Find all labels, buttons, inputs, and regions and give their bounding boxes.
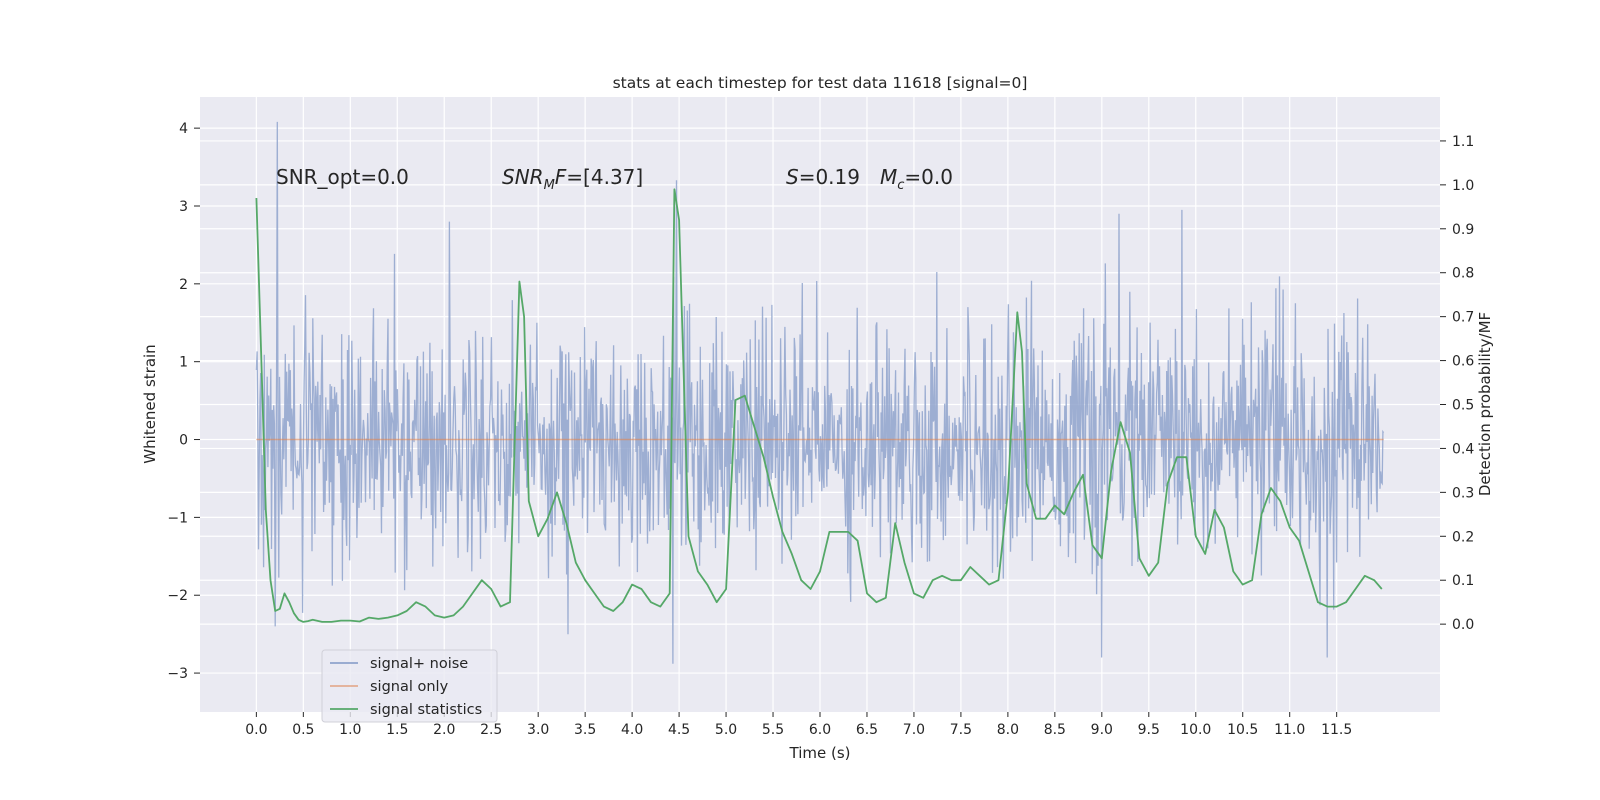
x-axis-label: Time (s) xyxy=(789,744,851,762)
y-left-tick-label: 0 xyxy=(179,433,188,449)
x-tick-label: 10.0 xyxy=(1180,722,1211,738)
y-left-tick-label: −1 xyxy=(167,510,188,526)
x-tick-label: 3.0 xyxy=(527,722,549,738)
legend: signal+ noise signal only signal statist… xyxy=(321,649,498,723)
x-tick-label: 4.0 xyxy=(621,722,643,738)
chart-title: stats at each timestep for test data 116… xyxy=(613,74,1028,92)
annotation-snr-mf: SNRMF=[4.37] xyxy=(502,165,643,193)
x-tick-label: 5.0 xyxy=(715,722,737,738)
y-axis-right-ticks: 0.0 0.1 0.2 0.3 0.4 0.5 0.6 0.7 0.8 0.9 1.0 1.1 xyxy=(1440,134,1474,633)
x-tick-label: 8.5 xyxy=(1044,722,1066,738)
x-tick-label: 2.5 xyxy=(480,722,502,738)
x-tick-label: 10.5 xyxy=(1227,722,1258,738)
y-right-tick-label: 0.3 xyxy=(1452,485,1474,501)
x-axis-ticks: 0.0 0.5 1.0 1.5 2.0 2.5 3.0 3.5 4.0 4.5 5.0 5.5 6.0 6… xyxy=(245,712,1352,738)
legend-label-signal-plus-noise: signal+ noise xyxy=(370,656,468,672)
x-tick-label: 1.0 xyxy=(339,722,361,738)
x-tick-label: 0.5 xyxy=(292,722,314,738)
y-right-tick-label: 0.5 xyxy=(1452,398,1474,414)
annotation-snr-opt: SNR_opt=0.0 xyxy=(276,165,409,189)
x-tick-label: 6.0 xyxy=(809,722,831,738)
y-axis-left-label: Whitened strain xyxy=(141,344,159,463)
x-tick-label: 9.5 xyxy=(1138,722,1160,738)
x-tick-label: 11.5 xyxy=(1321,722,1352,738)
x-tick-label: 2.0 xyxy=(433,722,455,738)
y-left-tick-label: 1 xyxy=(179,355,188,371)
y-left-tick-label: 2 xyxy=(179,277,188,293)
x-tick-label: 4.5 xyxy=(668,722,690,738)
y-right-tick-label: 1.1 xyxy=(1452,134,1474,150)
y-right-tick-label: 0.8 xyxy=(1452,266,1474,282)
annotation-mc: Mc=0.0 xyxy=(880,165,953,193)
x-tick-label: 8.0 xyxy=(997,722,1019,738)
x-tick-label: 9.0 xyxy=(1091,722,1113,738)
series-signal-statistics xyxy=(255,188,1383,623)
y-right-tick-label: 0.6 xyxy=(1452,354,1474,370)
y-axis-right-label: Detection probability/MF xyxy=(1476,312,1494,496)
y-left-tick-label: −2 xyxy=(167,588,188,604)
y-right-tick-label: 0.2 xyxy=(1452,529,1474,545)
x-tick-label: 7.5 xyxy=(950,722,972,738)
y-right-tick-label: 0.1 xyxy=(1452,573,1474,589)
y-right-tick-label: 0.4 xyxy=(1452,441,1474,457)
y-left-tick-label: 3 xyxy=(179,199,188,215)
y-right-tick-label: 0.9 xyxy=(1452,222,1474,238)
x-tick-label: 5.5 xyxy=(762,722,784,738)
series-line-signal-statistics xyxy=(255,188,1383,623)
y-left-tick-label: 4 xyxy=(179,121,188,137)
x-tick-label: 7.0 xyxy=(903,722,925,738)
x-tick-label: 1.5 xyxy=(386,722,408,738)
annotation-s: S=0.19 xyxy=(786,165,860,189)
y-right-tick-label: 0.7 xyxy=(1452,310,1474,326)
y-left-tick-label: −3 xyxy=(167,666,188,682)
y-right-tick-label: 1.0 xyxy=(1452,178,1474,194)
y-right-tick-label: 0.0 xyxy=(1452,617,1474,633)
y-axis-left-ticks: −3 −2 −1 0 1 2 3 4 xyxy=(167,121,200,682)
x-tick-label: 0.0 xyxy=(245,722,267,738)
x-tick-label: 6.5 xyxy=(856,722,878,738)
x-tick-label: 3.5 xyxy=(574,722,596,738)
legend-label-signal-statistics: signal statistics xyxy=(370,702,482,718)
legend-label-signal-only: signal only xyxy=(370,679,449,695)
x-tick-label: 11.0 xyxy=(1274,722,1305,738)
legend-box xyxy=(321,649,498,723)
